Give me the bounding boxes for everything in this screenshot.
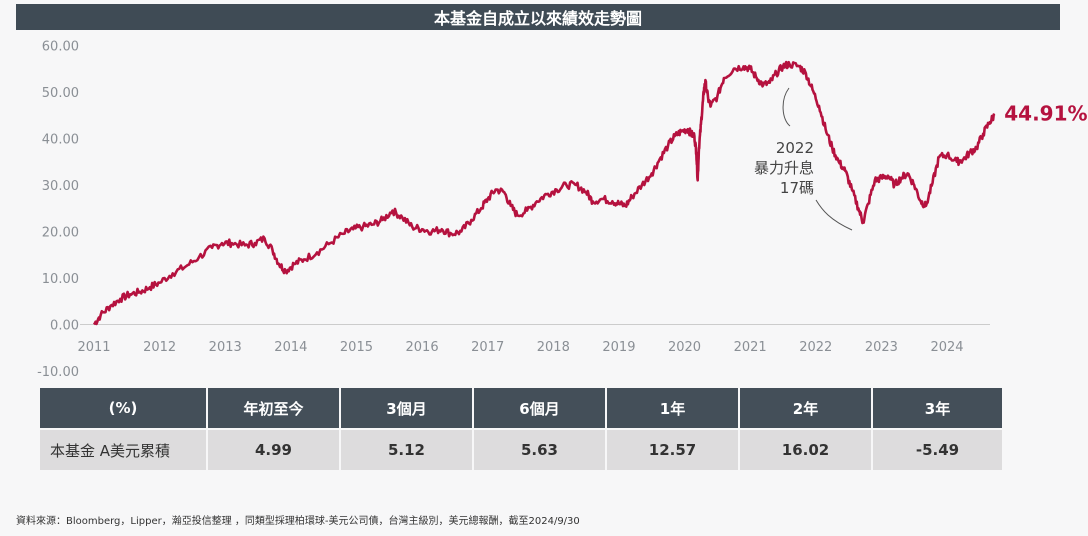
y-tick-label: 30.00	[42, 179, 79, 194]
source-note: 資料來源：Bloomberg，Lipper，瀚亞投信整理 ，同類型採理柏環球-美…	[16, 516, 580, 527]
x-tick-label: 2019	[602, 340, 635, 355]
table-cell: -5.49	[871, 428, 1004, 472]
table-cell: 5.63	[472, 428, 607, 472]
y-tick-label: 0.00	[50, 319, 79, 334]
y-tick-label: 40.00	[42, 133, 79, 148]
x-tick-label: 2017	[471, 340, 504, 355]
x-axis: 2011 2012 2013 2014 2015 2016 2017 2018 2019 2020…	[77, 340, 963, 355]
table-header-row: (%) 年初至今 3個月 6個月 1年 2年 3年	[38, 386, 1004, 430]
table-header: 6個月	[472, 386, 607, 430]
table-cell: 16.02	[738, 428, 873, 472]
chart-title: 本基金自成立以來績效走勢圖	[16, 4, 1060, 30]
annotation-line-1: 2022	[776, 139, 814, 157]
x-tick-label: 2011	[77, 340, 110, 355]
x-tick-label: 2012	[143, 340, 176, 355]
x-tick-label: 2023	[865, 340, 898, 355]
table-header: 3年	[871, 386, 1004, 430]
x-tick-label: 2013	[209, 340, 242, 355]
table-cell: 4.99	[206, 428, 341, 472]
table-cell: 12.57	[605, 428, 740, 472]
x-tick-label: 2020	[668, 340, 701, 355]
x-tick-label: 2016	[406, 340, 439, 355]
annotation-line-2: 暴力升息	[754, 159, 814, 177]
row-label: 本基金 A美元累積	[38, 428, 208, 472]
table-row: 本基金 A美元累積 4.99 5.12 5.63 12.57 16.02 -5.…	[38, 428, 1004, 472]
annotation-line-3: 17碼	[780, 179, 814, 197]
table-header: (%)	[38, 386, 208, 430]
x-tick-label: 2014	[274, 340, 307, 355]
x-tick-label: 2015	[340, 340, 373, 355]
table-header: 3個月	[339, 386, 474, 430]
annotation-curve	[782, 87, 853, 231]
x-tick-label: 2018	[537, 340, 570, 355]
y-axis: 60.00 50.00 40.00 30.00 20.00 10.00 0.00 -10.00	[37, 40, 79, 381]
performance-chart: 60.00 50.00 40.00 30.00 20.00 10.00 0.00 -10.00…	[37, 40, 1087, 381]
y-tick-label: 10.00	[42, 272, 79, 287]
series-line	[92, 60, 996, 326]
table-header: 1年	[605, 386, 740, 430]
x-tick-label: 2022	[799, 340, 832, 355]
table-cell: 5.12	[339, 428, 474, 472]
y-tick-label: 20.00	[42, 226, 79, 241]
end-value-label: 44.91%	[1004, 102, 1087, 126]
performance-table: (%) 年初至今 3個月 6個月 1年 2年 3年 本基金 A美元累積 4.99…	[38, 386, 1004, 472]
y-tick-label: 60.00	[42, 40, 79, 55]
y-tick-label: -10.00	[37, 365, 79, 380]
table-header: 2年	[738, 386, 873, 430]
table-header: 年初至今	[206, 386, 341, 430]
x-tick-label: 2021	[734, 340, 767, 355]
y-tick-label: 50.00	[42, 86, 79, 101]
x-tick-label: 2024	[930, 340, 963, 355]
